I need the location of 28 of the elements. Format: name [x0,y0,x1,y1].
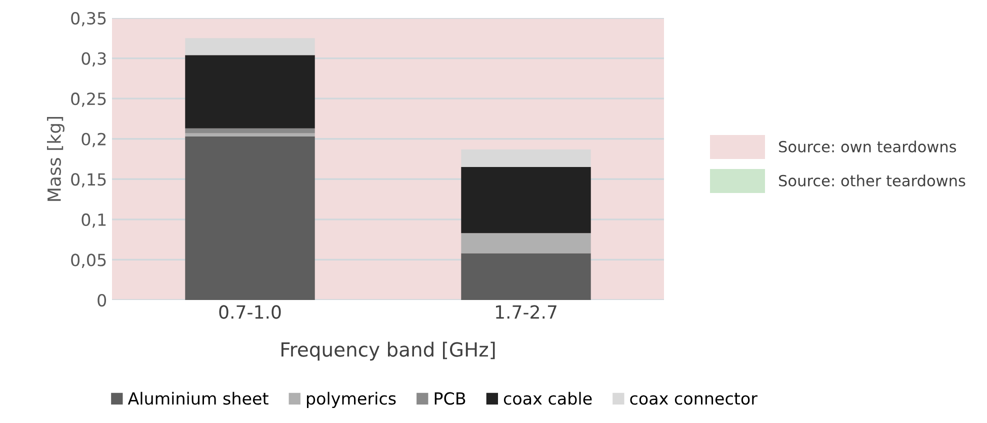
legend-label: Aluminium sheet [128,392,268,405]
y-tick-label: 0,35 [71,12,106,26]
bar [461,167,591,234]
source-note: Source: own teardowns [779,140,956,152]
y-tick-label: 0,3 [82,52,106,67]
legend-label: coax connector [630,392,758,405]
bar [461,253,591,300]
bar [185,133,315,136]
y-tick-label: 0,05 [71,254,106,268]
y-tick-label: 0,1 [82,213,106,228]
bar [461,149,591,168]
bar [185,136,315,300]
y-tick-label: 0,25 [71,92,106,107]
bar [185,128,315,134]
x-tick-label: 1.7-2.7 [496,305,556,319]
y-tick-label: 0,15 [71,173,106,188]
source-note: Source: other teardowns [779,174,966,186]
y-tick-label: 0,2 [82,132,106,148]
y-tick-label: 0 [98,294,106,307]
bar [185,38,315,56]
bar [185,55,315,128]
legend-label: PCB [434,392,466,405]
bar [461,233,591,254]
legend-label: coax cable [504,392,592,405]
x-axis-title: Frequency band [GHz] [282,342,495,361]
x-tick-label: 0.7-1.0 [219,305,281,319]
y-axis-title: Mass [kg] [47,116,64,201]
legend-label: polymerics [306,392,396,408]
